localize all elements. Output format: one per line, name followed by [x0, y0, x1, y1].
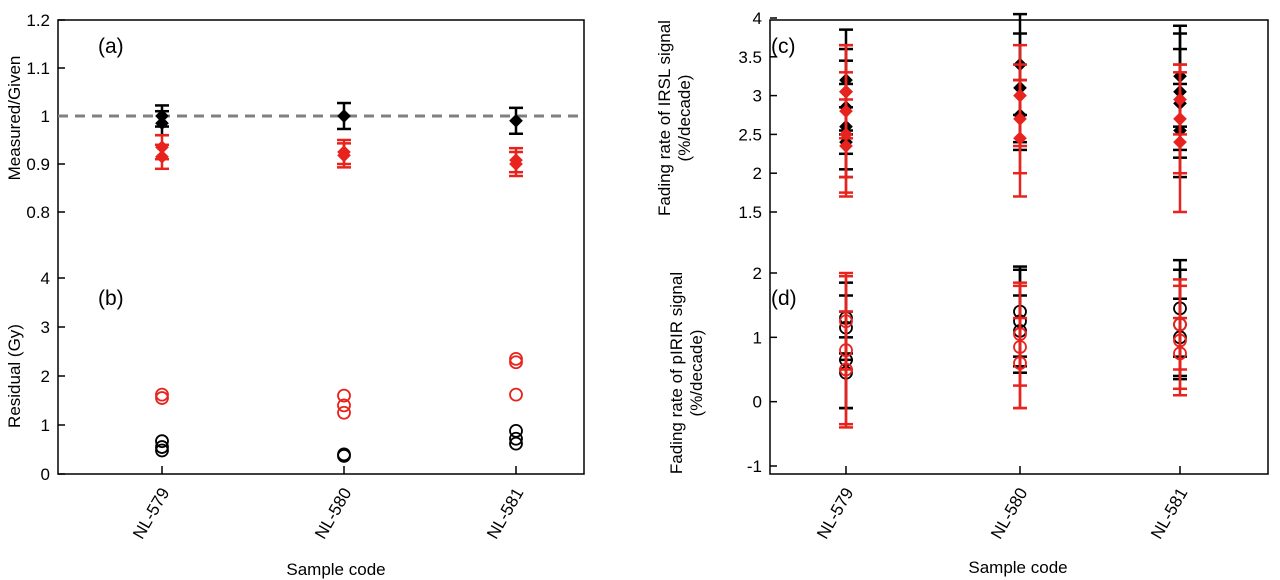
data-point-circle [155, 434, 169, 449]
chart-marks: 0.8 0.9 1 1.1 1.2 0 1 2 3 4 1.5 2 2.5 3 3.5 4 -1 0 1 2 NL-57… [26, 9, 1191, 542]
panel-d-ytick-label: 0 [753, 393, 762, 412]
right-xtick-label: NL-580 [987, 485, 1031, 543]
panel-b-ytick-label: 2 [41, 367, 50, 386]
data-point-circle [1013, 356, 1027, 370]
panel-a-tag: (a) [98, 35, 124, 58]
panel-a-ytick-label: 0.9 [26, 155, 50, 174]
data-point-circle [509, 351, 523, 366]
data-point-diamond [337, 109, 351, 123]
panel-a-ytick-label: 1.1 [26, 59, 50, 78]
panel-b-ytick-label: 4 [41, 269, 50, 288]
data-point-diamond [509, 113, 523, 128]
right-xtick-label: NL-581 [1147, 485, 1191, 543]
left-xlabel: Sample code [286, 560, 385, 579]
panel-c-tag: (c) [771, 35, 796, 58]
data-point-circle [155, 387, 169, 402]
data-point-circle [509, 431, 523, 446]
panel-c-ylabel-line1: Fading rate of IRSL signal [655, 20, 674, 216]
data-point-diamond [1013, 131, 1027, 146]
panel-b-ytick-label: 3 [41, 318, 50, 337]
panel-c-ytick-label: 1.5 [738, 203, 762, 222]
panel-d-ylabel-line1: Fading rate of pIRIR signal [667, 272, 686, 474]
data-point-diamond [1173, 135, 1187, 150]
panel-d-tag: (d) [771, 287, 797, 310]
data-point-diamond [155, 149, 169, 164]
panel-d-ytick-label: 2 [753, 264, 762, 283]
right-xtick-label: NL-579 [813, 485, 857, 543]
data-point-circle [337, 388, 351, 403]
data-point-circle [337, 448, 351, 463]
panel-c-ytick-label: 3 [753, 87, 762, 106]
panel-b-tag: (b) [98, 287, 124, 310]
data-point-circle [337, 405, 351, 420]
panel-c-ytick-label: 2 [753, 164, 762, 183]
left-xtick-label: NL-580 [311, 485, 355, 543]
data-point-circle [509, 355, 523, 370]
data-point-circle [155, 440, 169, 454]
data-point-circle [155, 391, 169, 405]
panel-c-ytick-label: 2.5 [738, 125, 762, 144]
data-point-circle [839, 362, 853, 377]
data-point-circle [509, 387, 523, 402]
data-point-diamond [155, 116, 169, 131]
panel-d-ylabel-line2: (%/decade) [687, 330, 706, 417]
panel-a-ytick-label: 1 [41, 107, 50, 126]
data-point-diamond [337, 148, 351, 163]
panel-c-ytick-label: 4 [753, 9, 762, 28]
data-point-diamond [509, 157, 523, 171]
panel-b-ytick-label: 0 [41, 465, 50, 484]
data-point-circle [155, 443, 169, 458]
panel-a-ytick-label: 0.8 [26, 203, 50, 222]
left-plot-frame [57, 19, 585, 475]
right-xlabel: Sample code [968, 558, 1067, 577]
left-xtick-label: NL-581 [483, 485, 527, 543]
left-xtick-label: NL-579 [129, 485, 173, 543]
panel-d-ytick-label: -1 [747, 457, 762, 476]
panel-c-ytick-label: 3.5 [738, 48, 762, 67]
data-point-diamond [839, 139, 853, 153]
panel-b-ylabel: Residual (Gy) [5, 324, 24, 428]
panel-c-ylabel-line2: (%/decade) [675, 75, 694, 162]
panel-b-ytick-label: 1 [41, 416, 50, 435]
panel-a-ylabel: Measured/Given [5, 56, 24, 181]
panel-d-ytick-label: 1 [753, 328, 762, 347]
panel-a-ytick-label: 1.2 [26, 11, 50, 30]
data-point-circle [1173, 346, 1187, 361]
data-point-circle [509, 436, 523, 451]
data-point-circle [337, 398, 351, 413]
